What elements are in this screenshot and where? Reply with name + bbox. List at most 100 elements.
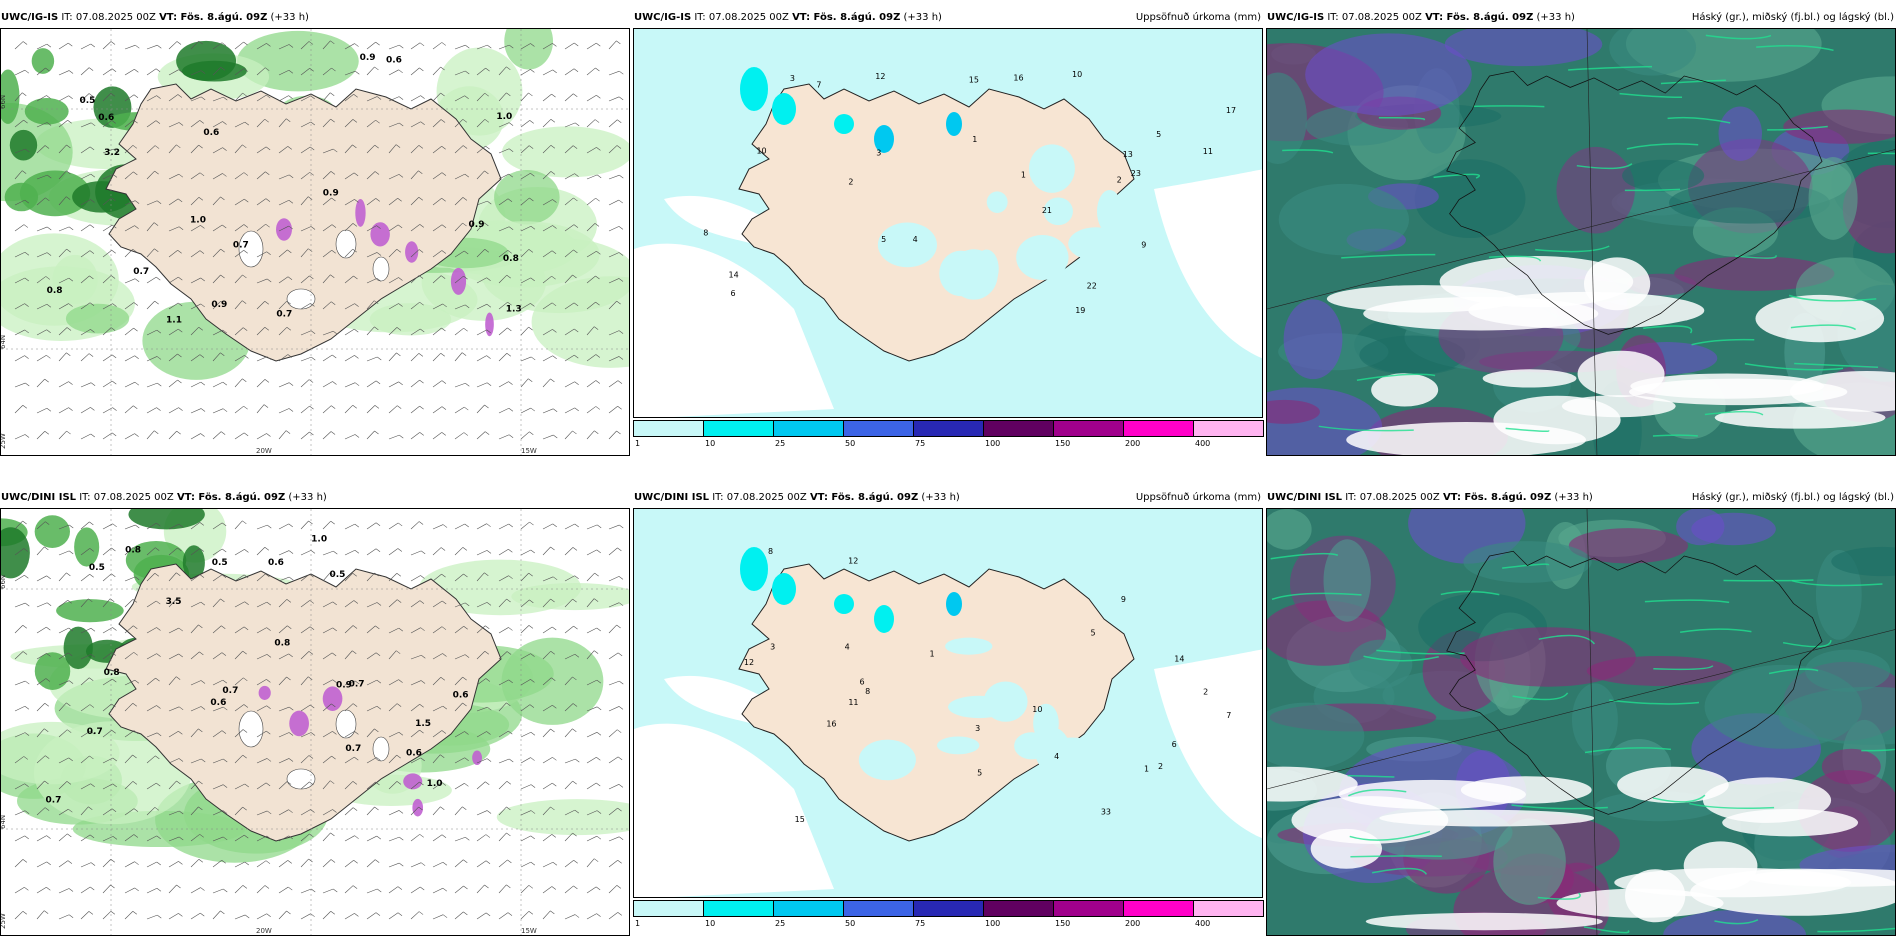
wind-barb [278, 327, 288, 336]
wind-barb-flag [355, 70, 360, 75]
precip-area [1033, 703, 1059, 743]
wind-barb [322, 301, 332, 310]
wind-barb-flag [418, 806, 423, 811]
wind-barb-flag [24, 199, 30, 204]
wind-barb-flag [528, 145, 534, 149]
wind-barb [146, 145, 156, 154]
wind-barb-flag [111, 197, 116, 202]
wind-barb-flag [244, 355, 249, 359]
cloud-layer [1359, 335, 1466, 375]
wind-barb-flag [66, 144, 71, 149]
wind-map[interactable]: 66N 64N 25W 20W 15W 0.7 1.5 0.7 0.6 0.5 0.8 0.7 0.6 0… [0, 508, 630, 936]
wind-barb [190, 780, 199, 790]
wind-barb [432, 705, 443, 712]
wind-value-label: 0.6 [386, 55, 402, 65]
wind-barb-flag [90, 653, 96, 658]
wind-barb [520, 757, 531, 764]
wind-barb [168, 913, 179, 920]
wind-barb [586, 174, 598, 180]
cloud-layer [1463, 541, 1592, 583]
wind-barb [322, 888, 334, 894]
wind-barb [564, 832, 573, 842]
cloud-map[interactable] [1266, 28, 1896, 456]
wind-barb-flag [508, 575, 513, 579]
wind-barb-flag [68, 680, 74, 684]
wind-barb-flag [288, 550, 294, 554]
wind-map[interactable]: 66N 64N 25W 20W 15W 0.7 0.6 0.9 3.2 1.0 0.5 0.9 0.8 0… [0, 28, 630, 456]
wind-barb [102, 757, 113, 764]
wind-barb [498, 301, 508, 310]
wind-barb-flag [375, 548, 381, 552]
wind-barb-flag [24, 574, 29, 579]
wind-barb-flag [112, 678, 117, 683]
panel-header: UWC/IG-IS IT: 07.08.2025 00Z VT: Fös. 8.… [0, 8, 630, 28]
wind-barb [322, 40, 331, 50]
wind-barb-flag [596, 835, 602, 840]
precip-map[interactable]: 3 4 5 9 8 11 10 12 14 19 21 22 23 7 6 2 1 16 17 13 15 10 5 3 2 1 [633, 28, 1263, 418]
wind-barb-flag [154, 807, 160, 811]
wind-barb-flag [440, 547, 446, 551]
wind-barb [146, 382, 158, 388]
wind-barb-flag [265, 198, 271, 202]
wind-barb-flag [111, 354, 117, 359]
wind-barb [608, 652, 619, 660]
wind-barb [256, 278, 268, 284]
wind-barb [608, 96, 620, 102]
wind-barb-flag [508, 173, 514, 178]
wind-barb [212, 431, 222, 440]
wind-barb-flag [375, 198, 380, 202]
wind-value-label: 0.8 [47, 286, 63, 296]
wind-barb-flag [530, 861, 536, 866]
wind-barb [190, 40, 199, 50]
wind-barb-flag [134, 679, 140, 684]
wind-barb-flag [550, 378, 555, 383]
wind-value-label: 0.7 [133, 267, 149, 277]
wind-barb [102, 911, 112, 920]
wind-barb-flag [199, 834, 204, 838]
wind-barb [476, 706, 488, 712]
wind-barb [102, 573, 112, 582]
wind-barb [388, 731, 400, 738]
wind-barb-flag [244, 834, 249, 839]
wind-barb [102, 197, 112, 206]
wind-barb [520, 120, 530, 128]
wind-barb-flag [69, 226, 74, 231]
wind-barb [278, 300, 287, 310]
wind-barb [278, 276, 289, 284]
wind-barb [432, 42, 443, 50]
precip-map[interactable]: 6 5 4 12 11 15 16 33 14 10 8 7 3 2 1 12 6 9 4 5 3 2 1 8 [633, 508, 1263, 898]
wind-barb-flag [464, 654, 470, 658]
wind-barb [102, 859, 112, 868]
wind-barb-flag [530, 69, 535, 73]
cloud-map[interactable] [1266, 508, 1896, 936]
wind-barb [124, 119, 134, 128]
wind-barb [520, 810, 532, 816]
wind-barb-flag [89, 302, 95, 307]
wind-barb [608, 524, 620, 530]
wind-barb [564, 93, 574, 102]
wind-barb [366, 430, 375, 440]
wind-barb-flag [309, 781, 314, 786]
wind-barb-flag [308, 520, 313, 525]
wind-barb-flag [352, 572, 357, 577]
wind-barb-flag [399, 44, 404, 49]
cloud-layer [1444, 29, 1603, 67]
wind-barb-flag [46, 252, 52, 256]
wind-barb [124, 576, 136, 582]
wind-barb [146, 888, 158, 894]
wind-barb [168, 758, 180, 764]
wind-barb [586, 650, 595, 660]
wind-barb-flag [618, 576, 624, 580]
wind-barb [80, 275, 90, 284]
wind-barb-flag [176, 598, 181, 603]
wind-barb [278, 781, 288, 790]
wind-barb-flag [89, 224, 95, 228]
wind-barb-flag [397, 224, 403, 229]
wind-barb [300, 809, 311, 816]
wind-barb-flag [24, 252, 30, 256]
wind-barb [564, 575, 575, 582]
wind-barb [256, 146, 267, 154]
wind-barb [234, 626, 245, 634]
wind-barb [564, 676, 573, 686]
cloud-layer [1622, 159, 1705, 192]
